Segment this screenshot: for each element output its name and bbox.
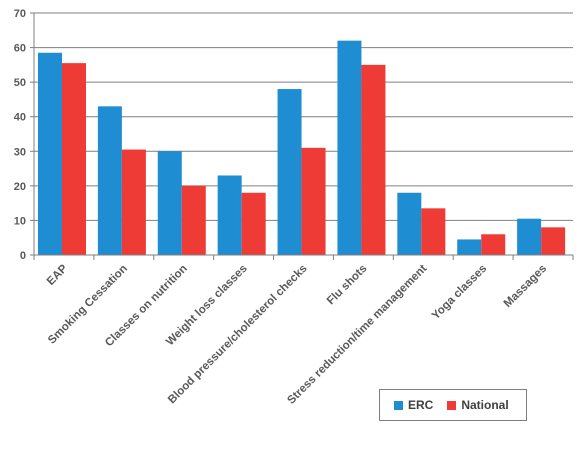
bar-national-3 <box>241 192 266 255</box>
axes <box>30 12 574 260</box>
bar-erc-1 <box>97 106 122 255</box>
bar-national-4 <box>301 147 326 255</box>
bar-national-1 <box>121 149 146 255</box>
x-category-label: EAP <box>45 262 70 287</box>
bar-erc-4 <box>277 89 302 255</box>
bar-national-7 <box>481 234 506 255</box>
y-tick-label: 70 <box>14 8 26 20</box>
x-category-label: Blood pressure/cholesterol checks <box>166 263 310 407</box>
x-category-label: Stress reduction/time management <box>285 263 429 407</box>
legend-swatch-erc <box>394 400 403 410</box>
bar-erc-0 <box>38 52 62 255</box>
legend-label-national: National <box>461 398 509 412</box>
bar-national-2 <box>181 185 206 255</box>
legend: ERC National <box>379 389 527 421</box>
y-tick-label: 10 <box>14 215 26 227</box>
x-category-label: Yoga classes <box>430 263 489 322</box>
y-tick-label: 40 <box>14 112 26 124</box>
x-category-label: Flu shots <box>325 263 370 308</box>
bar-erc-8 <box>517 218 542 255</box>
y-tick-label: 0 <box>20 250 26 262</box>
bar-national-6 <box>421 208 446 255</box>
bars <box>38 40 566 256</box>
bar-erc-6 <box>397 192 422 255</box>
y-tick-label: 20 <box>14 181 26 193</box>
legend-swatch-national <box>447 400 457 410</box>
bar-erc-7 <box>457 239 482 255</box>
bar-national-0 <box>62 63 86 255</box>
y-tick-labels: 0 10 20 30 40 50 60 70 <box>14 8 26 262</box>
y-tick-label: 30 <box>14 146 26 158</box>
bar-national-8 <box>541 227 566 255</box>
bar-erc-5 <box>337 40 362 256</box>
bar-erc-2 <box>157 151 182 255</box>
x-category-label: Massages <box>502 263 549 310</box>
legend-item-national: National <box>447 398 509 412</box>
bar-erc-3 <box>217 175 242 255</box>
legend-item-erc: ERC <box>394 398 433 412</box>
legend-label-erc: ERC <box>408 398 434 412</box>
y-tick-label: 60 <box>14 43 26 55</box>
y-tick-label: 50 <box>14 77 26 89</box>
bar-national-5 <box>361 64 386 255</box>
